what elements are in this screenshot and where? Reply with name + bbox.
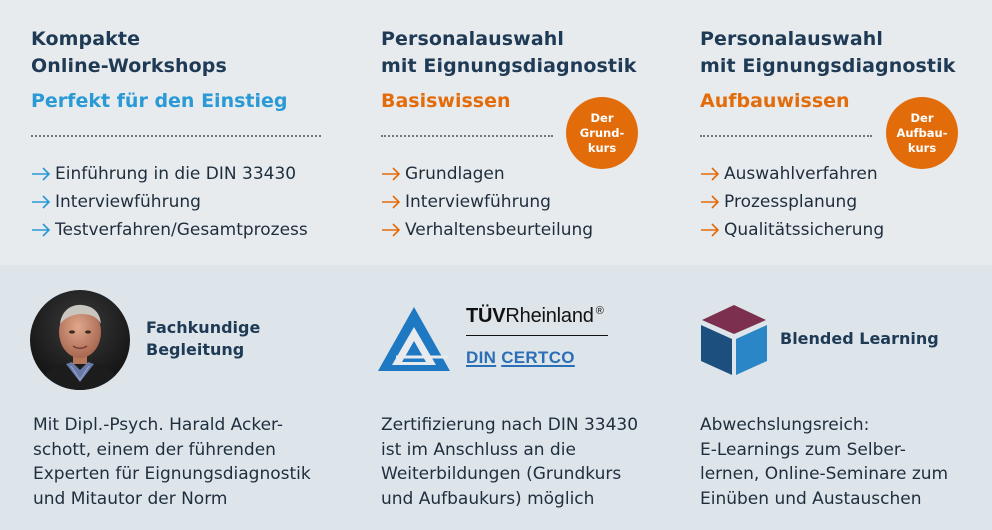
course-subtitle: Perfekt für den Einstieg [31, 90, 288, 112]
list-item: Einführung in die DIN 33430 [31, 160, 308, 188]
course-badge: Der Grund- kurs [566, 97, 638, 169]
feature-description: Mit Dipl.-Psych. Harald Acker- schott, e… [33, 415, 311, 509]
feature-description: Abwechslungsreich: E-Learnings zum Selbe… [700, 415, 949, 509]
list-item: Interviewführung [31, 188, 308, 216]
list-item: Prozessplanung [700, 188, 884, 216]
tuv-triangle-logo [378, 307, 450, 371]
tuv-rheinland-wordmark: TÜVRheinland ® [466, 305, 604, 327]
dotted-divider [381, 135, 553, 137]
feature-description: Zertifizierung nach DIN 33430 ist im Ans… [381, 415, 639, 509]
arrow-right-icon [701, 223, 720, 237]
arrow-right-icon [701, 167, 720, 181]
features-section [0, 265, 992, 530]
avatar [30, 290, 130, 390]
dotted-divider [31, 135, 321, 137]
arrow-right-icon [32, 195, 51, 209]
course-title: Kompakte Online-Workshops [31, 28, 227, 77]
din-certco-wordmark: DIN CERTCO [466, 348, 575, 367]
list-item: Testverfahren/Gesamtprozess [31, 216, 308, 244]
cube-icon [701, 305, 767, 375]
list-item: Qualitätssicherung [700, 216, 884, 244]
arrow-right-icon [382, 195, 401, 209]
course-topic-list: Auswahlverfahren Prozessplanung Qualität… [700, 160, 884, 244]
list-item: Verhaltensbeurteilung [381, 216, 593, 244]
arrow-right-icon [382, 223, 401, 237]
course-badge: Der Aufbau- kurs [886, 97, 958, 169]
dotted-divider [700, 135, 872, 137]
course-subtitle: Basiswissen [381, 90, 511, 112]
arrow-right-icon [32, 167, 51, 181]
list-item: Auswahlverfahren [700, 160, 884, 188]
arrow-right-icon [701, 195, 720, 209]
portrait-photo [30, 290, 130, 390]
course-subtitle: Aufbauwissen [700, 90, 850, 112]
course-title: Personalauswahl mit Eignungsdiagnostik [381, 28, 637, 77]
list-item: Grundlagen [381, 160, 593, 188]
feature-label: Fachkundige Begleitung [146, 318, 261, 359]
arrow-right-icon [32, 223, 51, 237]
course-topic-list: Einführung in die DIN 33430 Interviewfüh… [31, 160, 308, 244]
feature-label: Blended Learning [780, 329, 939, 348]
list-item: Interviewführung [381, 188, 593, 216]
course-topic-list: Grundlagen Interviewführung Verhaltensbe… [381, 160, 593, 244]
arrow-right-icon [382, 167, 401, 181]
course-overview-section [0, 0, 992, 265]
course-title: Personalauswahl mit Eignungsdiagnostik [700, 28, 956, 77]
logo-divider [466, 335, 608, 336]
